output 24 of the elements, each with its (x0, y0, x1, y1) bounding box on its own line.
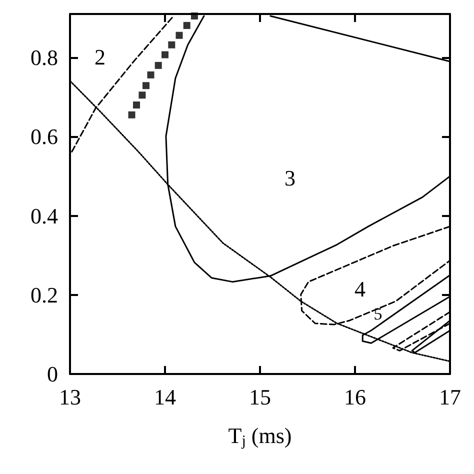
point (147, 71, 154, 78)
x-tick-label: 14 (154, 384, 176, 410)
y-tick-label: 0.8 (30, 45, 58, 70)
x-tick-label: 13 (59, 384, 81, 410)
point (162, 51, 168, 58)
point (190, 12, 198, 20)
y-tick-label: 0.4 (30, 203, 58, 228)
point (168, 41, 176, 48)
point (138, 92, 146, 99)
y-tick-label: 0 (47, 362, 58, 386)
x-tick-label: 17 (439, 384, 461, 410)
point (176, 32, 183, 39)
point (183, 22, 190, 29)
point (128, 111, 136, 118)
x-tick-label: 16 (344, 384, 366, 410)
y-tick-label: 0.6 (30, 124, 58, 150)
annotation: 2 (94, 44, 106, 70)
y-tick-label: 0.2 (30, 282, 58, 308)
point (154, 62, 162, 69)
annotation: 3 (284, 166, 296, 190)
x-tick-label: 15 (249, 384, 271, 410)
point (133, 101, 140, 108)
point (142, 82, 150, 90)
annotation: 4 (354, 276, 366, 302)
